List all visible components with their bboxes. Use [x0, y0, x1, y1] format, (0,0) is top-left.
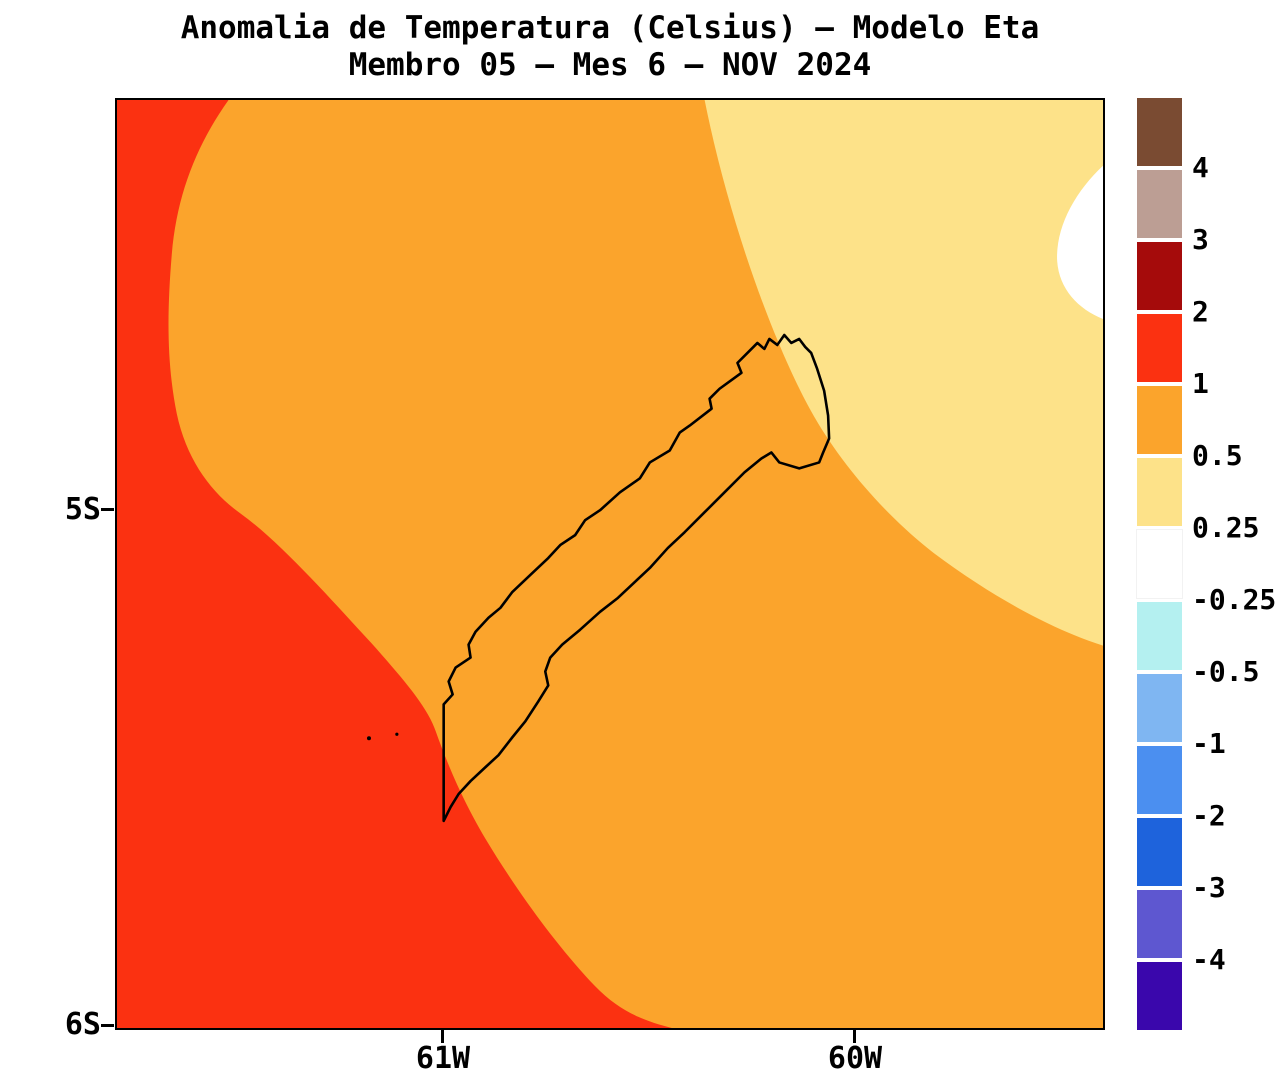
map-point-marker [366, 736, 371, 741]
colorbar-cell-3-4 [1137, 170, 1182, 238]
colorbar-label-1: 1 [1192, 367, 1209, 400]
colorbar-label-m4: -4 [1192, 943, 1226, 976]
colorbar-cell-m4-minus [1137, 962, 1182, 1030]
colorbar-cell-m0p5-m0p25 [1137, 602, 1182, 670]
y-axis-label-6s: 6S [64, 1007, 101, 1042]
region-anomaly-1-to-2 [117, 100, 672, 1028]
colorbar-cell-neutral [1136, 529, 1183, 599]
colorbar-label-2: 2 [1192, 295, 1209, 328]
map-plot-area [115, 98, 1105, 1030]
colorbar-label-m0p25: -0.25 [1192, 583, 1275, 616]
colorbar-cell-m2-m1 [1137, 746, 1182, 814]
chart-title: Anomalia de Temperatura (Celsius) – Mode… [60, 10, 1160, 84]
y-axis-tick-6s [101, 1024, 114, 1027]
colorbar-cell-0p5-1 [1137, 386, 1182, 454]
x-axis-label-61w: 61W [415, 1041, 471, 1076]
colorbar-cell-m4-m3 [1137, 890, 1182, 958]
colorbar-cell-0p25-0p5 [1137, 458, 1182, 526]
municipality-outline [442, 333, 831, 823]
x-axis-label-60w: 60W [827, 1041, 883, 1076]
colorbar-label-m3: -3 [1192, 871, 1226, 904]
colorbar-cell-1-2 [1137, 314, 1182, 382]
colorbar-label-m1: -1 [1192, 727, 1226, 760]
colorbar-label-0p5: 0.5 [1192, 439, 1243, 472]
colorbar-label-m0p5: -0.5 [1192, 655, 1260, 688]
colorbar-label-m2: -2 [1192, 799, 1226, 832]
colorbar-label-3: 3 [1192, 223, 1209, 256]
region-anomaly-neutral [1057, 165, 1103, 320]
title-line-2: Membro 05 – Mes 6 – NOV 2024 [348, 47, 872, 83]
colorbar-label-0p25: 0.25 [1192, 511, 1260, 544]
colorbar-label-4: 4 [1192, 151, 1209, 184]
colorbar-cell-m3-m2 [1137, 818, 1182, 886]
region-anomaly-0p25-to-0p5 [704, 100, 1103, 646]
y-axis-tick-5s [101, 508, 114, 511]
map-point-marker [395, 732, 399, 736]
y-axis-label-5s: 5S [64, 492, 101, 527]
title-line-1: Anomalia de Temperatura (Celsius) – Mode… [180, 10, 1040, 46]
colorbar [1136, 98, 1183, 1030]
colorbar-cell-m1-m0p5 [1137, 674, 1182, 742]
anomaly-contour-map [117, 100, 1103, 1028]
x-axis-tick-61w [441, 1030, 444, 1043]
colorbar-cell-2-3 [1137, 242, 1182, 310]
x-axis-tick-60w [853, 1030, 856, 1043]
colorbar-cell-4-plus [1137, 98, 1182, 166]
